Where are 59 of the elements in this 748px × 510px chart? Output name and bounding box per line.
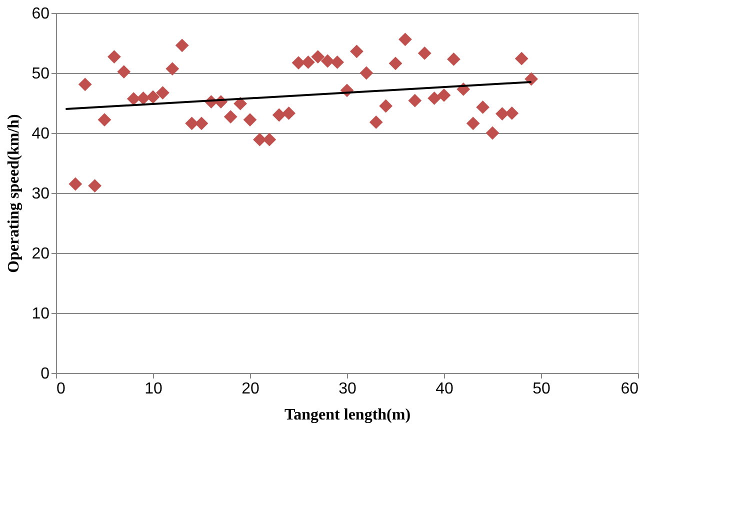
point — [514, 52, 528, 66]
point — [282, 106, 296, 120]
point — [224, 110, 238, 124]
point — [146, 90, 160, 104]
point — [78, 78, 92, 92]
point — [262, 132, 276, 146]
x-tick-label: 30 — [338, 380, 356, 398]
point — [272, 108, 286, 122]
y-tick-label: 50 — [32, 66, 50, 82]
point — [437, 88, 451, 102]
y-tick-label: 20 — [32, 246, 50, 262]
point — [524, 72, 538, 86]
point — [185, 116, 199, 130]
point — [194, 116, 208, 130]
y-tick-label: 30 — [32, 186, 50, 202]
point — [301, 55, 315, 69]
point — [418, 46, 432, 60]
x-tick-label: 50 — [532, 380, 550, 398]
point — [175, 38, 189, 52]
point — [369, 115, 383, 129]
point — [486, 126, 500, 140]
point — [428, 91, 442, 105]
point — [476, 100, 490, 114]
x-axis-title: Tangent length(m) — [284, 406, 411, 424]
point — [320, 54, 334, 68]
y-axis-title: Operating speed(km/h) — [6, 114, 23, 273]
point — [330, 55, 344, 69]
point — [136, 91, 150, 105]
point — [88, 179, 102, 193]
x-tick-label: 0 — [56, 380, 66, 398]
point — [117, 65, 131, 79]
point — [98, 113, 112, 127]
point — [166, 62, 180, 76]
y-tick-label: 60 — [32, 6, 50, 22]
point — [68, 177, 82, 191]
point — [292, 56, 306, 70]
point — [107, 50, 121, 64]
point — [379, 99, 393, 113]
point — [388, 56, 402, 70]
point — [252, 132, 266, 146]
point — [350, 44, 364, 58]
x-tick-label: 10 — [144, 380, 162, 398]
point — [311, 50, 325, 64]
point — [398, 32, 412, 46]
point — [156, 86, 170, 100]
point — [446, 52, 460, 66]
point — [360, 66, 374, 80]
x-tick-label: 20 — [242, 380, 260, 398]
point — [466, 116, 480, 130]
point — [505, 106, 519, 120]
x-tick-label: 40 — [436, 380, 454, 398]
y-tick-label: 10 — [32, 306, 50, 322]
point — [495, 107, 509, 121]
point — [408, 94, 422, 108]
point — [243, 113, 257, 127]
y-tick-label: 0 — [40, 366, 50, 382]
point — [234, 96, 248, 110]
y-tick-label: 40 — [32, 126, 50, 142]
x-tick-label: 60 — [620, 380, 639, 398]
